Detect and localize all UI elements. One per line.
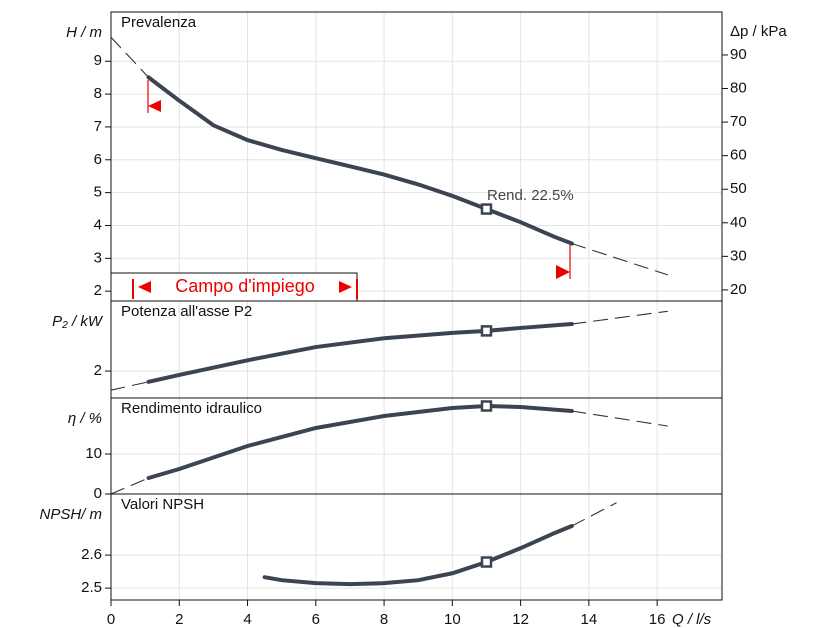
extrapolation-line — [110, 36, 150, 78]
y-tick-label: 3 — [94, 249, 102, 266]
y-axis-label: η / % — [68, 410, 102, 427]
y-axis-label: NPSH/ m — [39, 506, 102, 523]
range-arrow — [339, 281, 352, 293]
operating-point — [480, 556, 493, 568]
y-tick-label: 10 — [85, 445, 102, 462]
x-tick-label: 2 — [175, 611, 183, 628]
x-tick-label: 14 — [581, 611, 598, 628]
y-tick-label: 2 — [94, 282, 102, 299]
y2-tick-label: 70 — [730, 113, 747, 130]
panel-title: Rendimento idraulico — [121, 400, 262, 417]
extrapolation-line — [571, 502, 617, 527]
panel-frame — [110, 11, 723, 302]
y-tick-label: 6 — [94, 151, 102, 168]
operating-point — [480, 203, 493, 215]
range-limit-arrow — [148, 100, 161, 112]
y-tick-label: 2.6 — [81, 546, 102, 563]
annotation: Rend. 22.5% — [487, 187, 574, 204]
y-axis-label: P₂ / kW — [52, 313, 104, 330]
y-tick-label: 5 — [94, 184, 102, 201]
y2-tick-label: 50 — [730, 180, 747, 197]
extrapolation-line — [571, 242, 668, 276]
y-tick-label: 2.5 — [81, 579, 102, 596]
x-tick-label: 6 — [312, 611, 320, 628]
panel-frame — [110, 493, 723, 601]
y-tick-label: 0 — [94, 485, 102, 502]
y2-tick-label: 90 — [730, 46, 747, 63]
x-tick-label: 10 — [444, 611, 461, 628]
y2-tick-label: 80 — [730, 79, 747, 96]
panel-title: Prevalenza — [121, 14, 197, 31]
x-tick-label: 12 — [512, 611, 529, 628]
x-tick-label: 16 — [649, 611, 666, 628]
panel-title: Valori NPSH — [121, 496, 204, 513]
y2-tick-label: 30 — [730, 247, 747, 264]
x-tick-label: 8 — [380, 611, 388, 628]
y2-tick-label: 20 — [730, 281, 747, 298]
range-arrow — [138, 281, 151, 293]
curve — [146, 403, 574, 480]
extrapolation-line — [571, 310, 668, 325]
operating-point — [480, 400, 493, 412]
y2-axis-label: Δp / kPa — [730, 23, 787, 40]
y-axis-label: H / m — [66, 24, 102, 41]
operating-point — [480, 325, 493, 337]
extrapolation-line — [110, 381, 150, 391]
x-tick-label: 4 — [243, 611, 251, 628]
extrapolation-line — [110, 477, 150, 495]
range-box — [110, 272, 358, 302]
x-axis-label: Q / l/s — [672, 611, 712, 628]
y-tick-label: 9 — [94, 52, 102, 69]
y-tick-label: 2 — [94, 362, 102, 379]
y-tick-label: 8 — [94, 85, 102, 102]
y-tick-label: 4 — [94, 216, 102, 233]
curve — [262, 524, 574, 587]
panel-title: Potenza all'asse P2 — [121, 303, 252, 320]
y-tick-label: 7 — [94, 118, 102, 135]
range-label: Campo d'impiego — [175, 276, 315, 296]
extrapolation-line — [571, 410, 668, 427]
y2-tick-label: 60 — [730, 147, 747, 164]
x-tick-label: 0 — [107, 611, 115, 628]
curve — [146, 322, 574, 384]
range-limit-arrow — [556, 265, 570, 279]
curve — [146, 75, 574, 246]
y2-tick-label: 40 — [730, 214, 747, 231]
